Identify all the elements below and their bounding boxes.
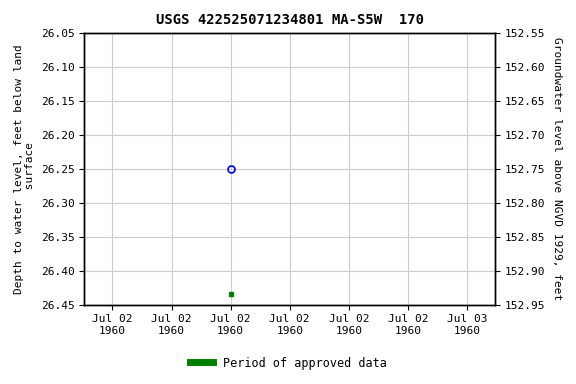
Y-axis label: Depth to water level, feet below land
 surface: Depth to water level, feet below land su… — [13, 44, 35, 294]
Title: USGS 422525071234801 MA-S5W  170: USGS 422525071234801 MA-S5W 170 — [156, 13, 424, 28]
Legend: Period of approved data: Period of approved data — [185, 352, 391, 374]
Y-axis label: Groundwater level above NGVD 1929, feet: Groundwater level above NGVD 1929, feet — [552, 37, 563, 300]
